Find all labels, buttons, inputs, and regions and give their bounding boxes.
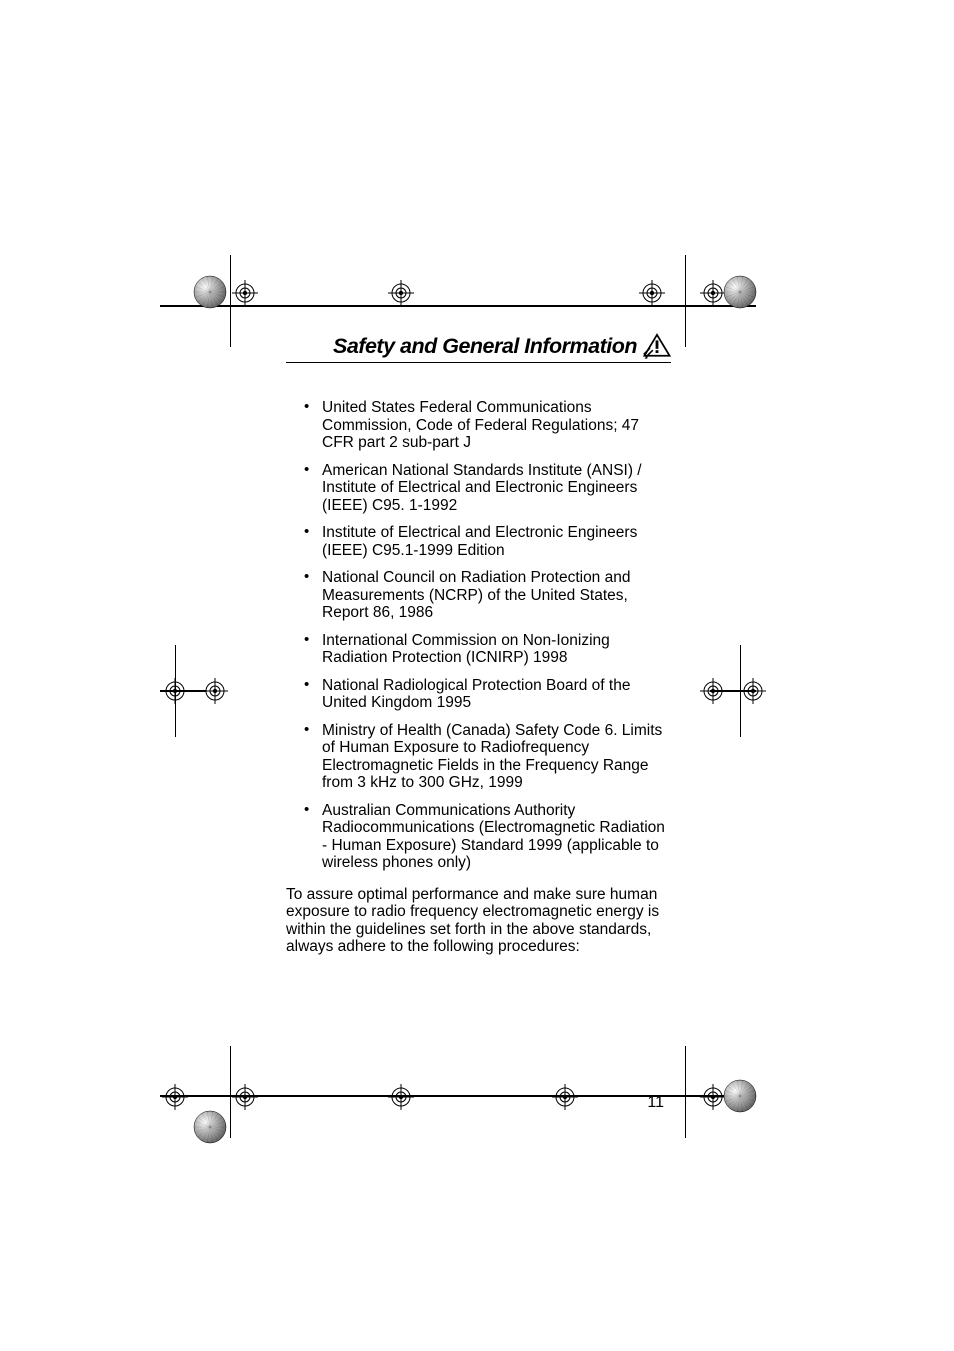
registration-mark-icon bbox=[232, 1084, 258, 1110]
list-item: Australian Communications Authority Radi… bbox=[286, 802, 671, 872]
crop-hairline bbox=[685, 255, 686, 347]
page-content: Safety and General Information United St… bbox=[286, 332, 671, 956]
closing-paragraph: To assure optimal performance and make s… bbox=[286, 886, 671, 956]
shaded-ball-icon bbox=[722, 1078, 758, 1114]
list-item: National Council on Radiation Protection… bbox=[286, 569, 671, 622]
shaded-ball-icon bbox=[722, 274, 758, 310]
page-number: 11 bbox=[647, 1094, 664, 1112]
section-title: Safety and General Information bbox=[333, 334, 637, 359]
registration-mark-icon bbox=[388, 280, 414, 306]
list-item: National Radiological Protection Board o… bbox=[286, 677, 671, 712]
registration-mark-icon bbox=[700, 678, 726, 704]
header-rule bbox=[286, 362, 671, 363]
registration-mark-icon bbox=[740, 678, 766, 704]
crop-hairline bbox=[230, 1046, 231, 1138]
registration-mark-icon bbox=[202, 678, 228, 704]
registration-mark-icon bbox=[162, 678, 188, 704]
list-item: International Commission on Non-Ionizing… bbox=[286, 632, 671, 667]
shaded-ball-icon bbox=[192, 274, 228, 310]
registration-mark-icon bbox=[162, 1084, 188, 1110]
shaded-ball-icon bbox=[192, 1109, 228, 1145]
registration-mark-icon bbox=[232, 280, 258, 306]
registration-mark-icon bbox=[552, 1084, 578, 1110]
list-item: Institute of Electrical and Electronic E… bbox=[286, 524, 671, 559]
crop-hairline bbox=[230, 255, 231, 347]
crop-hairline bbox=[685, 1046, 686, 1138]
header-row: Safety and General Information bbox=[286, 332, 671, 360]
bullet-list: United States Federal Communications Com… bbox=[286, 399, 671, 872]
registration-mark-icon bbox=[388, 1084, 414, 1110]
warning-icon bbox=[643, 332, 671, 360]
registration-mark-icon bbox=[639, 280, 665, 306]
list-item: American National Standards Institute (A… bbox=[286, 462, 671, 515]
list-item: United States Federal Communications Com… bbox=[286, 399, 671, 452]
list-item: Ministry of Health (Canada) Safety Code … bbox=[286, 722, 671, 792]
